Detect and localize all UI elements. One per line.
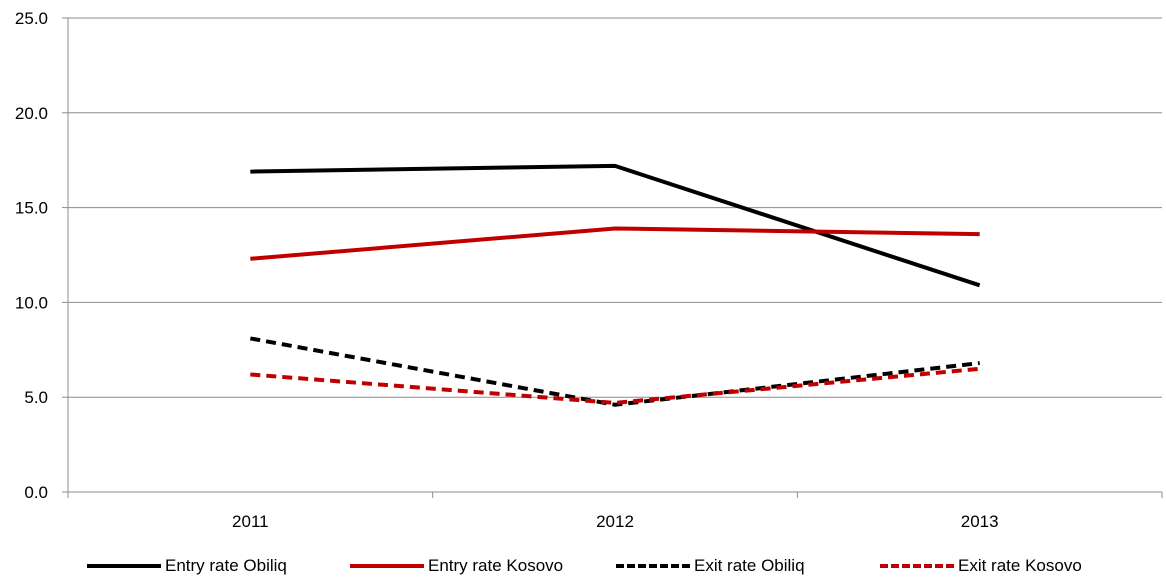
y-tick-label: 20.0 (15, 104, 48, 123)
y-tick-label: 0.0 (24, 483, 48, 502)
legend-label: Entry rate Kosovo (428, 555, 564, 575)
legend-swatch (87, 563, 161, 568)
legend-label: Exit rate Obiliq (694, 555, 805, 575)
x-tick-label: 2011 (232, 512, 269, 531)
x-tick-label: 2012 (596, 512, 634, 531)
legend-item-exit-rate-kosovo: Exit rate Kosovo (880, 554, 1082, 577)
y-tick-label: 25.0 (15, 9, 48, 28)
y-tick-label: 15.0 (15, 199, 48, 218)
legend-item-entry-rate-obiliq: Entry rate Obiliq (87, 554, 287, 577)
x-axis-ticks: 2011 2012 2013 (67, 492, 1163, 531)
legend-item-entry-rate-kosovo: Entry rate Kosovo (350, 554, 563, 577)
x-tick-label: 2013 (961, 512, 999, 531)
axes (67, 18, 1162, 493)
series-line-entry-rate-obiliq (250, 163, 981, 288)
legend-swatch (350, 563, 424, 568)
series-line-exit-rate-obiliq (249, 336, 980, 407)
gridlines (68, 17, 1162, 398)
y-axis-ticks: 0.0 5.0 10.0 15.0 20.0 25.0 (15, 9, 68, 502)
legend-label: Entry rate Obiliq (165, 555, 287, 575)
legend-swatch (880, 563, 954, 568)
legend-label: Exit rate Kosovo (958, 555, 1082, 575)
series-line-entry-rate-kosovo (250, 226, 980, 261)
legend-swatch (616, 563, 690, 568)
series-lines (249, 163, 981, 407)
legend: Entry rate Obiliq Entry rate Kosovo Exit… (0, 554, 1166, 577)
y-tick-label: 5.0 (24, 388, 48, 407)
legend-item-exit-rate-obiliq: Exit rate Obiliq (616, 554, 805, 577)
series-line-exit-rate-kosovo (250, 366, 980, 405)
y-tick-label: 10.0 (15, 293, 48, 312)
